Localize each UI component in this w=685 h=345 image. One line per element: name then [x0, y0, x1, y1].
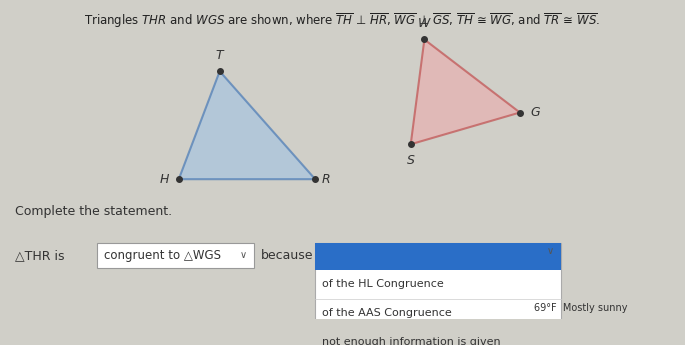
Polygon shape: [179, 71, 315, 179]
Text: R: R: [322, 173, 331, 186]
Text: Triangles $THR$ and $WGS$ are shown, where $\overline{TH}$ ⊥ $\overline{HR}$, $\: Triangles $THR$ and $WGS$ are shown, whe…: [84, 11, 601, 30]
Text: of the AAS Congruence: of the AAS Congruence: [322, 308, 452, 318]
Text: because: because: [260, 249, 313, 262]
Text: ∨: ∨: [240, 250, 247, 260]
Text: congruent to △WGS: congruent to △WGS: [103, 249, 221, 262]
Text: △THR is: △THR is: [15, 249, 64, 262]
FancyBboxPatch shape: [315, 243, 561, 345]
FancyBboxPatch shape: [97, 243, 254, 268]
Text: W: W: [418, 17, 431, 30]
Text: H: H: [159, 173, 169, 186]
Text: 69°F  Mostly sunny: 69°F Mostly sunny: [534, 303, 627, 313]
Text: of the HL Congruence: of the HL Congruence: [322, 279, 444, 289]
Polygon shape: [411, 39, 520, 144]
Text: ∨: ∨: [547, 246, 554, 256]
FancyBboxPatch shape: [315, 243, 561, 270]
Text: T: T: [216, 49, 223, 62]
Text: S: S: [407, 154, 414, 167]
Text: not enough information is given: not enough information is given: [322, 337, 501, 345]
Text: G: G: [530, 106, 540, 119]
Text: Complete the statement.: Complete the statement.: [15, 205, 172, 218]
